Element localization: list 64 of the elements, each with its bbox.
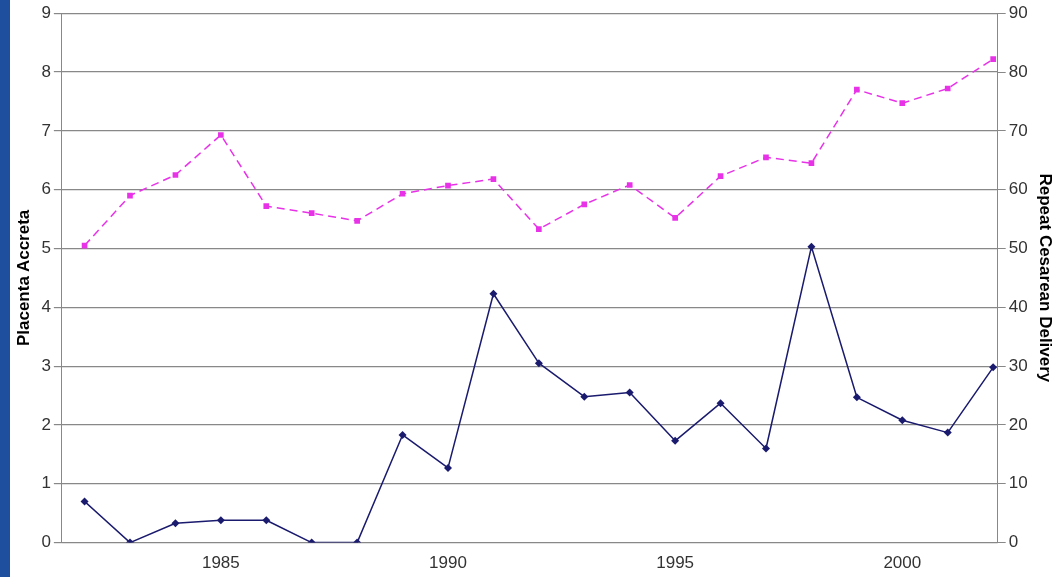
- y-tick-label: 5: [41, 238, 51, 258]
- point: [762, 444, 770, 453]
- x-tick-label: 1985: [201, 553, 240, 573]
- y2-tick-label: 20: [1008, 414, 1028, 434]
- x-tick-label: 1990: [429, 553, 467, 573]
- y2-tick-label: 60: [1008, 179, 1028, 199]
- point: [898, 416, 907, 425]
- point: [854, 86, 860, 93]
- point: [171, 519, 180, 528]
- point: [216, 516, 225, 525]
- point: [581, 201, 588, 208]
- point: [263, 203, 270, 209]
- y2-tick-label: 70: [1008, 120, 1028, 140]
- y2-tick-label: 10: [1008, 473, 1028, 493]
- point: [490, 176, 497, 182]
- y-tick-label: 6: [41, 179, 51, 199]
- point: [444, 463, 452, 472]
- point: [445, 182, 451, 189]
- x-tick-label: 2000: [883, 553, 922, 573]
- point: [943, 428, 952, 437]
- y-tick-label: 7: [41, 120, 51, 140]
- point: [717, 173, 724, 179]
- y2-tick-label: 80: [1008, 61, 1028, 81]
- y-tick-label: 1: [41, 473, 51, 493]
- point: [807, 242, 816, 251]
- point: [626, 182, 633, 188]
- y2-tick-label: 0: [1008, 532, 1019, 552]
- point: [671, 436, 680, 445]
- point: [80, 497, 89, 506]
- point: [489, 289, 498, 298]
- y-tick-label: 8: [41, 61, 51, 81]
- point: [990, 56, 996, 62]
- point: [625, 388, 634, 397]
- point: [127, 192, 133, 199]
- point: [763, 154, 769, 161]
- y2-tick-label: 50: [1008, 238, 1028, 258]
- y-axis-title: Placenta Accreta: [13, 209, 33, 347]
- point: [536, 226, 542, 232]
- point: [716, 399, 725, 408]
- point: [218, 132, 224, 138]
- y-tick-label: 3: [41, 355, 51, 375]
- y-tick-label: 9: [41, 2, 51, 22]
- point: [944, 85, 951, 92]
- y2-tick-label: 40: [1008, 297, 1028, 316]
- point: [852, 393, 861, 402]
- point: [989, 363, 998, 372]
- point: [399, 190, 406, 197]
- point: [580, 392, 589, 401]
- point: [308, 210, 315, 217]
- y-tick-label: 0: [41, 532, 51, 552]
- point: [354, 218, 360, 224]
- point: [262, 516, 271, 525]
- point: [172, 172, 179, 178]
- y2-axis-title: Repeat Cesarean Delivery: [1036, 173, 1056, 383]
- y2-tick-label: 30: [1008, 355, 1028, 375]
- point: [534, 359, 543, 368]
- y-tick-label: 2: [41, 414, 51, 434]
- point: [672, 215, 678, 221]
- y-tick-label: 4: [41, 297, 51, 316]
- point: [899, 100, 906, 107]
- y2-tick-label: 90: [1008, 2, 1028, 22]
- point: [398, 430, 407, 439]
- point: [808, 160, 815, 167]
- x-tick-label: 1995: [656, 553, 695, 573]
